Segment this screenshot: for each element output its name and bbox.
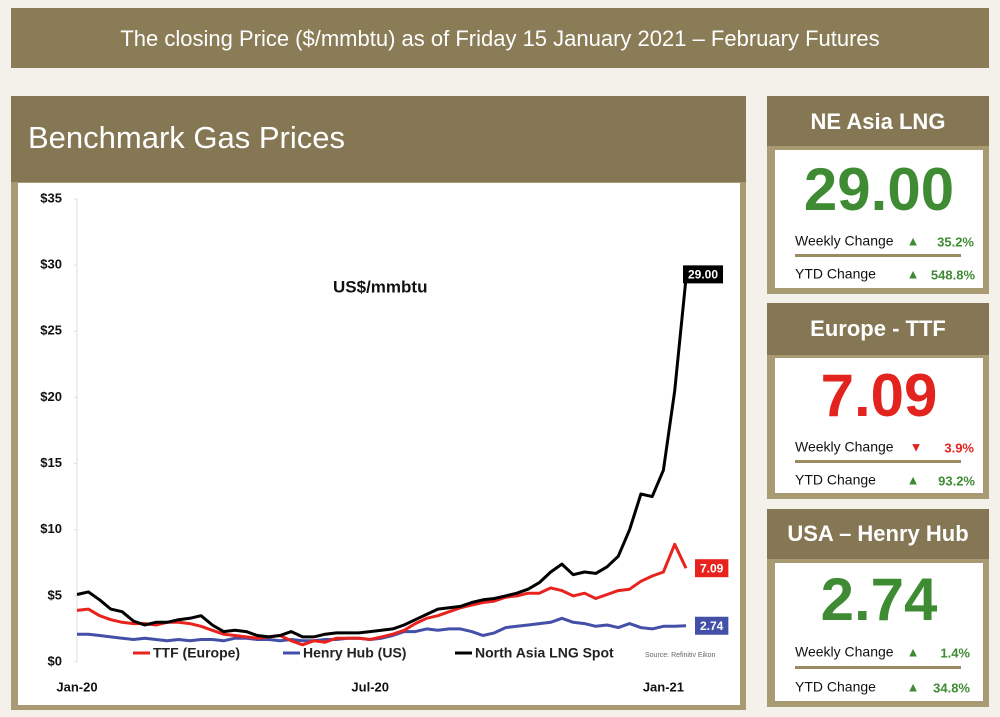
x-tick-label: Jul-20 <box>351 679 389 694</box>
card-header <box>767 509 989 559</box>
weekly-label: Weekly Change <box>795 439 894 455</box>
legend-label: TTF (Europe) <box>153 645 240 661</box>
series-line <box>76 278 688 639</box>
end-label-box <box>695 559 729 578</box>
end-label: 2.74 <box>700 619 724 633</box>
panel-header <box>11 96 746 182</box>
card-title: USA – Henry Hub <box>787 521 968 546</box>
ytd-arrow: ▲ <box>907 679 920 694</box>
weekly-arrow: ▼ <box>910 439 923 454</box>
x-tick-label: Jan-20 <box>56 679 97 694</box>
card: Europe - TTF 7.09 Weekly Change ▼ 3.9% Y… <box>767 303 989 499</box>
y-tick-label: $35 <box>40 190 62 205</box>
y-tick-label: $15 <box>40 455 62 470</box>
y-tick-label: $0 <box>48 653 62 668</box>
ytd-label: YTD Change <box>795 472 876 488</box>
card-price: 2.74 <box>821 566 938 633</box>
y-tick-label: $30 <box>40 257 62 272</box>
legend-label: North Asia LNG Spot <box>475 645 614 661</box>
series-line <box>76 542 688 647</box>
card-title: NE Asia LNG <box>811 109 946 134</box>
separator <box>795 460 961 463</box>
separator <box>795 666 961 669</box>
panel-title: Benchmark Gas Prices <box>28 120 345 155</box>
y-tick-label: $20 <box>40 389 62 404</box>
card-body <box>775 563 983 701</box>
end-label: 7.09 <box>700 561 724 575</box>
y-tick-label: $10 <box>40 521 62 536</box>
ytd-label: YTD Change <box>795 266 876 282</box>
banner <box>11 8 989 68</box>
banner-title: The closing Price ($/mmbtu) as of Friday… <box>120 26 879 51</box>
y-tick-label: $5 <box>48 587 62 602</box>
y-tick-label: $25 <box>40 323 62 338</box>
weekly-label: Weekly Change <box>795 644 894 660</box>
ytd-arrow: ▲ <box>907 266 920 281</box>
end-label-box <box>683 265 724 284</box>
weekly-change: 35.2% <box>937 234 974 249</box>
card: USA – Henry Hub 2.74 Weekly Change ▲ 1.4… <box>767 509 989 707</box>
card-price: 7.09 <box>821 362 938 429</box>
card-body <box>775 358 983 493</box>
end-label: 29.00 <box>688 268 718 282</box>
card-header <box>767 96 989 146</box>
weekly-arrow: ▲ <box>907 233 920 248</box>
ytd-label: YTD Change <box>795 679 876 695</box>
end-label-box <box>695 616 729 635</box>
weekly-change: 3.9% <box>944 440 974 455</box>
card-body <box>775 150 983 288</box>
weekly-label: Weekly Change <box>795 233 894 249</box>
weekly-arrow: ▲ <box>907 644 920 659</box>
separator <box>795 254 961 257</box>
ytd-change: 93.2% <box>938 473 975 488</box>
chart-area <box>18 183 740 705</box>
weekly-change: 1.4% <box>940 645 970 660</box>
card-price: 29.00 <box>804 156 954 223</box>
legend-label: Henry Hub (US) <box>303 645 406 661</box>
ytd-change: 34.8% <box>933 680 970 695</box>
card-header <box>767 303 989 355</box>
ytd-change: 548.8% <box>931 267 976 282</box>
source: Source: Refinitiv Eikon <box>645 652 716 659</box>
annotation: US$/mmbtu <box>333 277 427 296</box>
x-tick-label: Jan-21 <box>643 679 684 694</box>
chart: $0 $5 $10 $15 $20 $25 $30 $35 Jan-20 Jul-20 Jan-21… <box>40 190 729 694</box>
card-title: Europe - TTF <box>810 316 946 341</box>
ytd-arrow: ▲ <box>907 472 920 487</box>
card: NE Asia LNG 29.00 Weekly Change ▲ 35.2% … <box>767 96 989 294</box>
